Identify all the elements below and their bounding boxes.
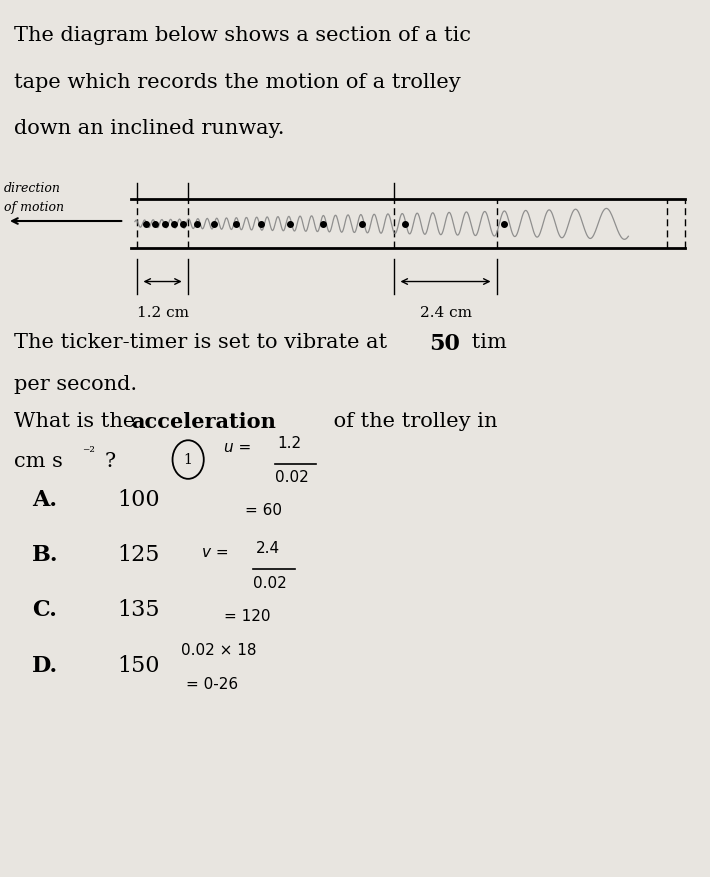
Text: 150: 150 (117, 654, 160, 677)
Text: 0.02: 0.02 (275, 469, 309, 485)
Text: acceleration: acceleration (131, 412, 276, 432)
Text: ⁻²: ⁻² (82, 446, 94, 460)
Text: A.: A. (32, 488, 57, 511)
Text: tim: tim (465, 333, 507, 353)
Text: 0.02: 0.02 (253, 575, 288, 591)
Text: C.: C. (32, 599, 57, 622)
Text: tape which records the motion of a trolley: tape which records the motion of a troll… (14, 73, 461, 92)
Text: v =: v = (202, 545, 229, 560)
Text: down an inclined runway.: down an inclined runway. (14, 119, 285, 139)
Text: = 120: = 120 (224, 609, 270, 624)
Text: u =: u = (224, 439, 251, 455)
Text: cm s: cm s (14, 452, 63, 471)
Text: per second.: per second. (14, 375, 137, 395)
Text: of motion: of motion (4, 202, 64, 214)
Text: The diagram below shows a section of a tic: The diagram below shows a section of a t… (14, 26, 471, 46)
Text: 1.2 cm: 1.2 cm (136, 306, 189, 320)
Text: 2.4 cm: 2.4 cm (420, 306, 471, 320)
Text: 2.4: 2.4 (256, 540, 280, 556)
Text: 1: 1 (184, 453, 192, 467)
Text: 125: 125 (117, 544, 160, 567)
Text: 50: 50 (430, 333, 460, 355)
Text: = 0-26: = 0-26 (186, 676, 238, 692)
Text: ?: ? (105, 452, 116, 471)
Text: 135: 135 (117, 599, 160, 622)
Text: of the trolley in: of the trolley in (327, 412, 497, 431)
Text: direction: direction (4, 182, 60, 195)
Text: = 60: = 60 (245, 503, 282, 518)
Text: The ticker-timer is set to vibrate at: The ticker-timer is set to vibrate at (14, 333, 394, 353)
Text: D.: D. (32, 654, 58, 677)
Text: B.: B. (32, 544, 58, 567)
Text: 100: 100 (117, 488, 160, 511)
Text: What is the: What is the (14, 412, 142, 431)
Text: 1.2: 1.2 (277, 436, 301, 452)
Text: 0.02 × 18: 0.02 × 18 (181, 643, 256, 659)
